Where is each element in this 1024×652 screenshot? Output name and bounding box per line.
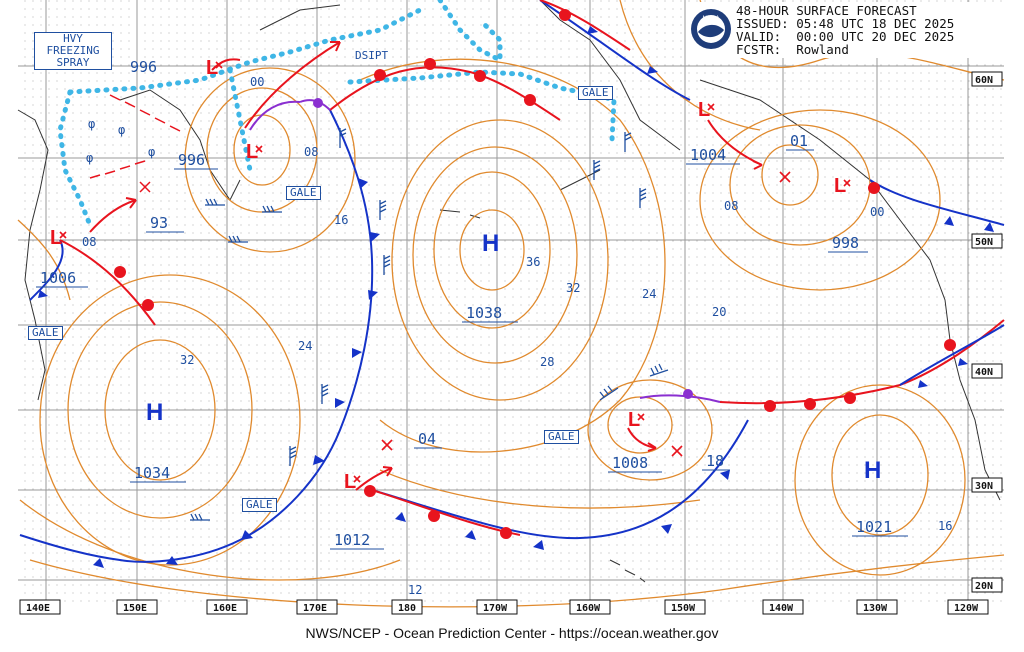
isobar-label: 32 <box>180 353 194 367</box>
isobar-label: 24 <box>642 287 656 301</box>
dsipt-box: DSIPT <box>355 49 389 62</box>
high-h-2: H <box>146 399 163 426</box>
svg-text:L: L <box>698 99 710 121</box>
wind-barbs <box>190 128 669 521</box>
front-symbols <box>38 9 994 568</box>
isobar-label: 28 <box>540 355 554 369</box>
isobar-label: 08 <box>304 145 318 159</box>
isobar-labels: 93 08 00 16 24 32 36 28 20 08 01 00 04 1… <box>82 75 952 597</box>
svg-text:L: L <box>206 57 218 79</box>
lon-label: 130W <box>863 603 888 614</box>
svg-text:φ: φ <box>118 123 125 137</box>
hvy-line-2: FREEZING <box>46 44 100 57</box>
isobar-label: 24 <box>298 339 312 353</box>
fronts <box>19 0 1005 563</box>
noaa-logo: NOAA <box>691 9 731 49</box>
lon-label: 140E <box>26 603 50 614</box>
isobar-label: 00 <box>870 205 884 219</box>
header-valid: VALID: 00:00 UTC 20 DEC 2025 <box>736 29 955 44</box>
lon-label: 140W <box>769 603 794 614</box>
lat-label: 30N <box>975 481 993 492</box>
low-pressure-1012: 1012 <box>334 531 370 549</box>
high-pressure-1034: 1034 <box>134 464 170 482</box>
gale-warning-box: GALE <box>28 326 63 340</box>
high-pressure-1038: 1038 <box>466 304 502 322</box>
low-pressure-1004: 1004 <box>690 146 726 164</box>
low-pressure-996-a: 996 <box>130 58 157 76</box>
heavy-freezing-spray-box: HVY FREEZING SPRAY <box>34 32 112 70</box>
ice-edge <box>57 0 617 228</box>
hvy-line-1: HVY <box>63 32 83 45</box>
high-symbols: H H H <box>146 230 881 484</box>
isobar-label: 12 <box>408 583 422 597</box>
lat-label: 50N <box>975 237 993 248</box>
coastlines <box>17 0 1001 583</box>
low-x-marks <box>59 61 851 483</box>
longitude-labels: 140E 150E 160E 170E 180 170W 160W 150W 1… <box>19 599 989 615</box>
low-pressure-1006: 1006 <box>40 269 76 287</box>
svg-text:φ: φ <box>88 117 95 131</box>
header-issued: ISSUED: 05:48 UTC 18 DEC 2025 <box>736 16 955 31</box>
chart-header: NOAA 48-HOUR SURFACE FORECAST ISSUED: 05… <box>688 2 1006 58</box>
storm-tracks <box>89 41 763 491</box>
isobar-label: 32 <box>566 281 580 295</box>
high-h-1: H <box>482 230 499 257</box>
lon-label: 150W <box>671 603 696 614</box>
svg-text:φ: φ <box>148 145 155 159</box>
isobar-label: 93 <box>150 214 168 232</box>
gale-warning-box: GALE <box>286 186 321 200</box>
svg-text:L: L <box>344 471 356 493</box>
footer-credit: NWS/NCEP - Ocean Prediction Center - htt… <box>305 625 719 641</box>
isobars <box>17 0 1005 608</box>
low-pressure-998: 998 <box>832 234 859 252</box>
isobar-label: 00 <box>250 75 264 89</box>
isobar-label: 16 <box>334 213 348 227</box>
svg-text:φ: φ <box>86 151 93 165</box>
lon-label: 120W <box>954 603 979 614</box>
lon-label: 150E <box>123 603 147 614</box>
svg-text:L: L <box>628 409 640 431</box>
pressure-labels: 1038 1034 1021 996 996 1006 1004 998 100… <box>36 58 908 550</box>
lat-label: 20N <box>975 581 993 592</box>
gale-warning-box: GALE <box>578 86 613 100</box>
isobar-label: 04 <box>418 430 436 448</box>
isobar-label: 20 <box>712 305 726 319</box>
low-symbols: L L L L L L L <box>50 57 846 493</box>
isobar-label: 08 <box>82 235 96 249</box>
isobar-label: 01 <box>790 132 808 150</box>
header-forecaster: FCSTR: Rowland <box>736 42 849 57</box>
low-pressure-1008: 1008 <box>612 454 648 472</box>
low-pressure-996-b: 996 <box>178 151 205 169</box>
lat-lon-grid <box>18 0 1004 608</box>
lon-label: 170E <box>303 603 327 614</box>
lon-label: 170W <box>483 603 508 614</box>
svg-text:L: L <box>50 227 62 249</box>
lon-label: 160E <box>213 603 237 614</box>
high-pressure-1021: 1021 <box>856 518 892 536</box>
isobar-label: 36 <box>526 255 540 269</box>
isobar-label: 16 <box>938 519 952 533</box>
lon-label: 180 <box>398 603 416 614</box>
hvy-line-3: SPRAY <box>56 56 90 69</box>
header-title: 48-HOUR SURFACE FORECAST <box>736 3 917 18</box>
high-h-3: H <box>864 457 881 484</box>
noaa-logo-text: NOAA <box>702 16 719 22</box>
gale-warning-box: GALE <box>242 498 277 512</box>
ice-accretion-symbols: φ φ φ φ <box>86 117 155 165</box>
lat-label: 40N <box>975 367 993 378</box>
lat-label: 60N <box>975 75 993 86</box>
isobar-label: 08 <box>724 199 738 213</box>
svg-text:L: L <box>246 141 258 163</box>
latitude-labels: 60N 50N 40N 30N 20N <box>971 71 1003 593</box>
isobar-label: 18 <box>706 452 724 470</box>
svg-text:L: L <box>834 175 846 197</box>
lon-label: 160W <box>576 603 601 614</box>
freezing-spray-symbols <box>89 94 181 193</box>
gale-warning-box: GALE <box>544 430 579 444</box>
